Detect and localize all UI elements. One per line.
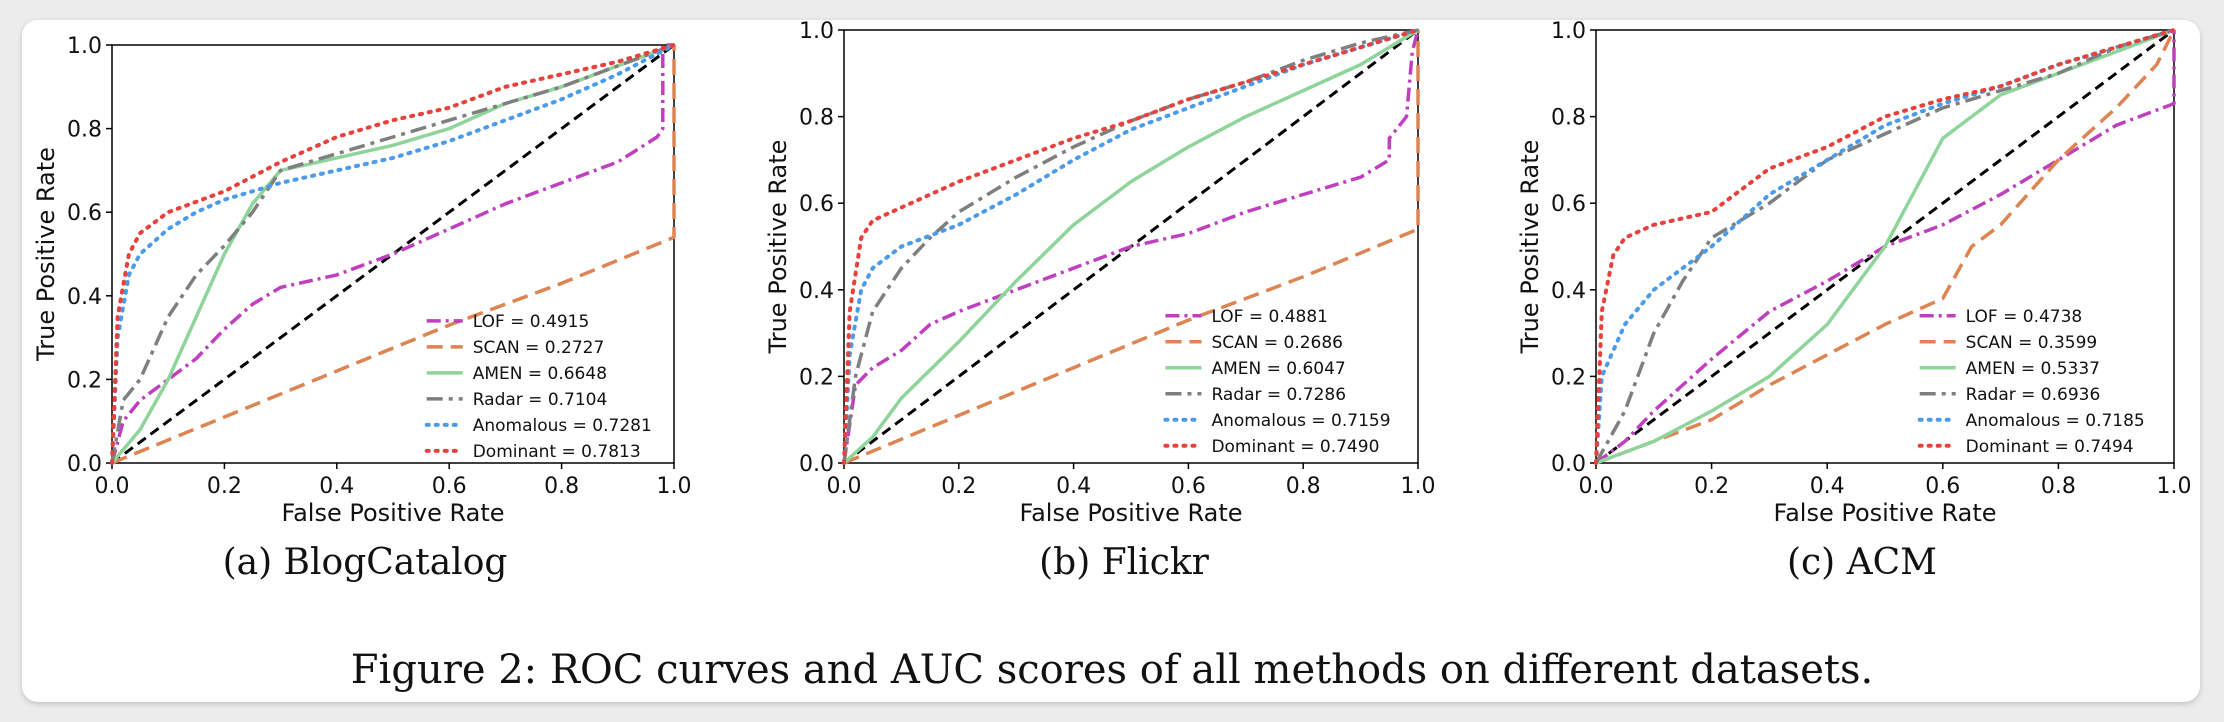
x-tick-label: 0.8	[544, 474, 579, 499]
x-tick-label: 1.0	[657, 474, 692, 499]
panel-caption-acm: (c) ACM	[1786, 542, 1938, 583]
x-tick-label: 0.0	[1579, 474, 1614, 499]
chart-panel-1: 0.0 0.2 0.4 0.6 0.8 1.0 0.0 0.2 0.4 0.6 0.8 1.0 Fals…	[764, 19, 1436, 527]
y-tick-label: 0.0	[799, 452, 834, 477]
series-line-amen	[1595, 28, 2175, 465]
y-tick-label: 0.2	[1551, 365, 1586, 390]
series-line-dominant	[110, 43, 676, 465]
legend-label-amen: AMEN = 0.6047	[1211, 359, 1345, 379]
legend-label-radar: Radar = 0.7104	[473, 390, 608, 410]
x-tick-label: 0.2	[207, 474, 242, 499]
chart-panel-0: 0.0 0.2 0.4 0.6 0.8 1.0 0.0 0.2 0.4 0.6 0.8 1.0 Fals…	[32, 34, 692, 527]
legend-label-lof: LOF = 0.4915	[473, 312, 590, 332]
legend-label-amen: AMEN = 0.5337	[1966, 359, 2100, 379]
y-tick-label: 0.0	[67, 452, 102, 477]
legend-label-dominant: Dominant = 0.7813	[473, 442, 641, 462]
y-tick-label: 1.0	[67, 34, 102, 59]
legend-label-anomalous: Anomalous = 0.7185	[1966, 411, 2145, 431]
legend-label-radar: Radar = 0.7286	[1211, 385, 1346, 405]
y-tick-label: 0.8	[67, 118, 102, 143]
y-axis-label: True Positive Rate	[764, 140, 792, 355]
legend-label-dominant: Dominant = 0.7494	[1966, 437, 2134, 457]
series-line-radar	[842, 28, 1419, 464]
legend-label-scan: SCAN = 0.2686	[1211, 333, 1343, 353]
series-line-anomalous	[110, 43, 676, 465]
y-tick-label: 0.8	[1551, 106, 1586, 131]
y-tick-label: 0.6	[67, 201, 102, 226]
legend-label-scan: SCAN = 0.3599	[1966, 333, 2098, 353]
figure-caption: Figure 2: ROC curves and AUC scores of a…	[350, 647, 1874, 693]
y-tick-label: 0.0	[1551, 452, 1586, 477]
y-tick-label: 0.2	[799, 365, 834, 390]
chart-panel-2: 0.0 0.2 0.4 0.6 0.8 1.0 0.0 0.2 0.4 0.6 0.8 1.0 Fals…	[1516, 19, 2192, 527]
panel-caption-flickr: (b) Flickr	[1039, 542, 1209, 583]
series-line-scan	[111, 45, 676, 465]
x-axis-label: False Positive Rate	[281, 499, 504, 527]
y-tick-label: 0.8	[799, 106, 834, 131]
x-axis-label: False Positive Rate	[1019, 499, 1242, 527]
panel-caption-blogcatalog: (a) BlogCatalog	[222, 542, 508, 583]
series-line-radar	[110, 43, 675, 464]
series-line-dominant	[1594, 28, 2176, 465]
legend-label-anomalous: Anomalous = 0.7159	[1211, 411, 1390, 431]
x-tick-label: 0.0	[95, 474, 130, 499]
series-line-dominant	[842, 28, 1420, 465]
y-tick-label: 0.2	[67, 368, 102, 393]
x-axis-label: False Positive Rate	[1773, 499, 1996, 527]
y-tick-label: 0.4	[799, 279, 834, 304]
x-tick-label: 0.4	[1810, 474, 1845, 499]
x-tick-label: 0.6	[1925, 474, 1960, 499]
series-line-amen	[842, 28, 1419, 465]
series-line-amen	[110, 43, 675, 465]
legend-label-amen: AMEN = 0.6648	[473, 364, 607, 384]
x-tick-label: 0.8	[2041, 474, 2076, 499]
series-line-scan	[843, 30, 1420, 465]
y-axis-label: True Positive Rate	[1516, 140, 1544, 355]
x-tick-label: 0.4	[1056, 474, 1091, 499]
random-baseline-line	[111, 43, 675, 465]
x-tick-label: 0.8	[1286, 474, 1321, 499]
series-line-lof	[110, 43, 674, 464]
legend-label-radar: Radar = 0.6936	[1966, 385, 2101, 405]
x-tick-label: 0.4	[319, 474, 354, 499]
y-tick-label: 0.6	[1551, 192, 1586, 217]
x-tick-label: 0.6	[1171, 474, 1206, 499]
x-tick-label: 0.6	[432, 474, 467, 499]
legend-label-dominant: Dominant = 0.7490	[1211, 437, 1379, 457]
y-tick-label: 1.0	[799, 19, 834, 44]
series-line-scan	[1595, 29, 2176, 465]
y-tick-label: 0.4	[1551, 279, 1586, 304]
x-tick-label: 0.2	[1694, 474, 1729, 499]
x-tick-label: 0.2	[941, 474, 976, 499]
y-tick-label: 0.4	[67, 285, 102, 310]
y-tick-label: 1.0	[1551, 19, 1586, 44]
legend-label-lof: LOF = 0.4738	[1966, 307, 2083, 327]
x-tick-label: 0.0	[827, 474, 862, 499]
legend-label-anomalous: Anomalous = 0.7281	[473, 416, 652, 436]
y-tick-label: 0.6	[799, 192, 834, 217]
legend-label-lof: LOF = 0.4881	[1211, 307, 1328, 327]
x-tick-label: 1.0	[1401, 474, 1436, 499]
y-axis-label: True Positive Rate	[32, 147, 60, 362]
legend-label-scan: SCAN = 0.2727	[473, 338, 605, 358]
x-tick-label: 1.0	[2157, 474, 2192, 499]
